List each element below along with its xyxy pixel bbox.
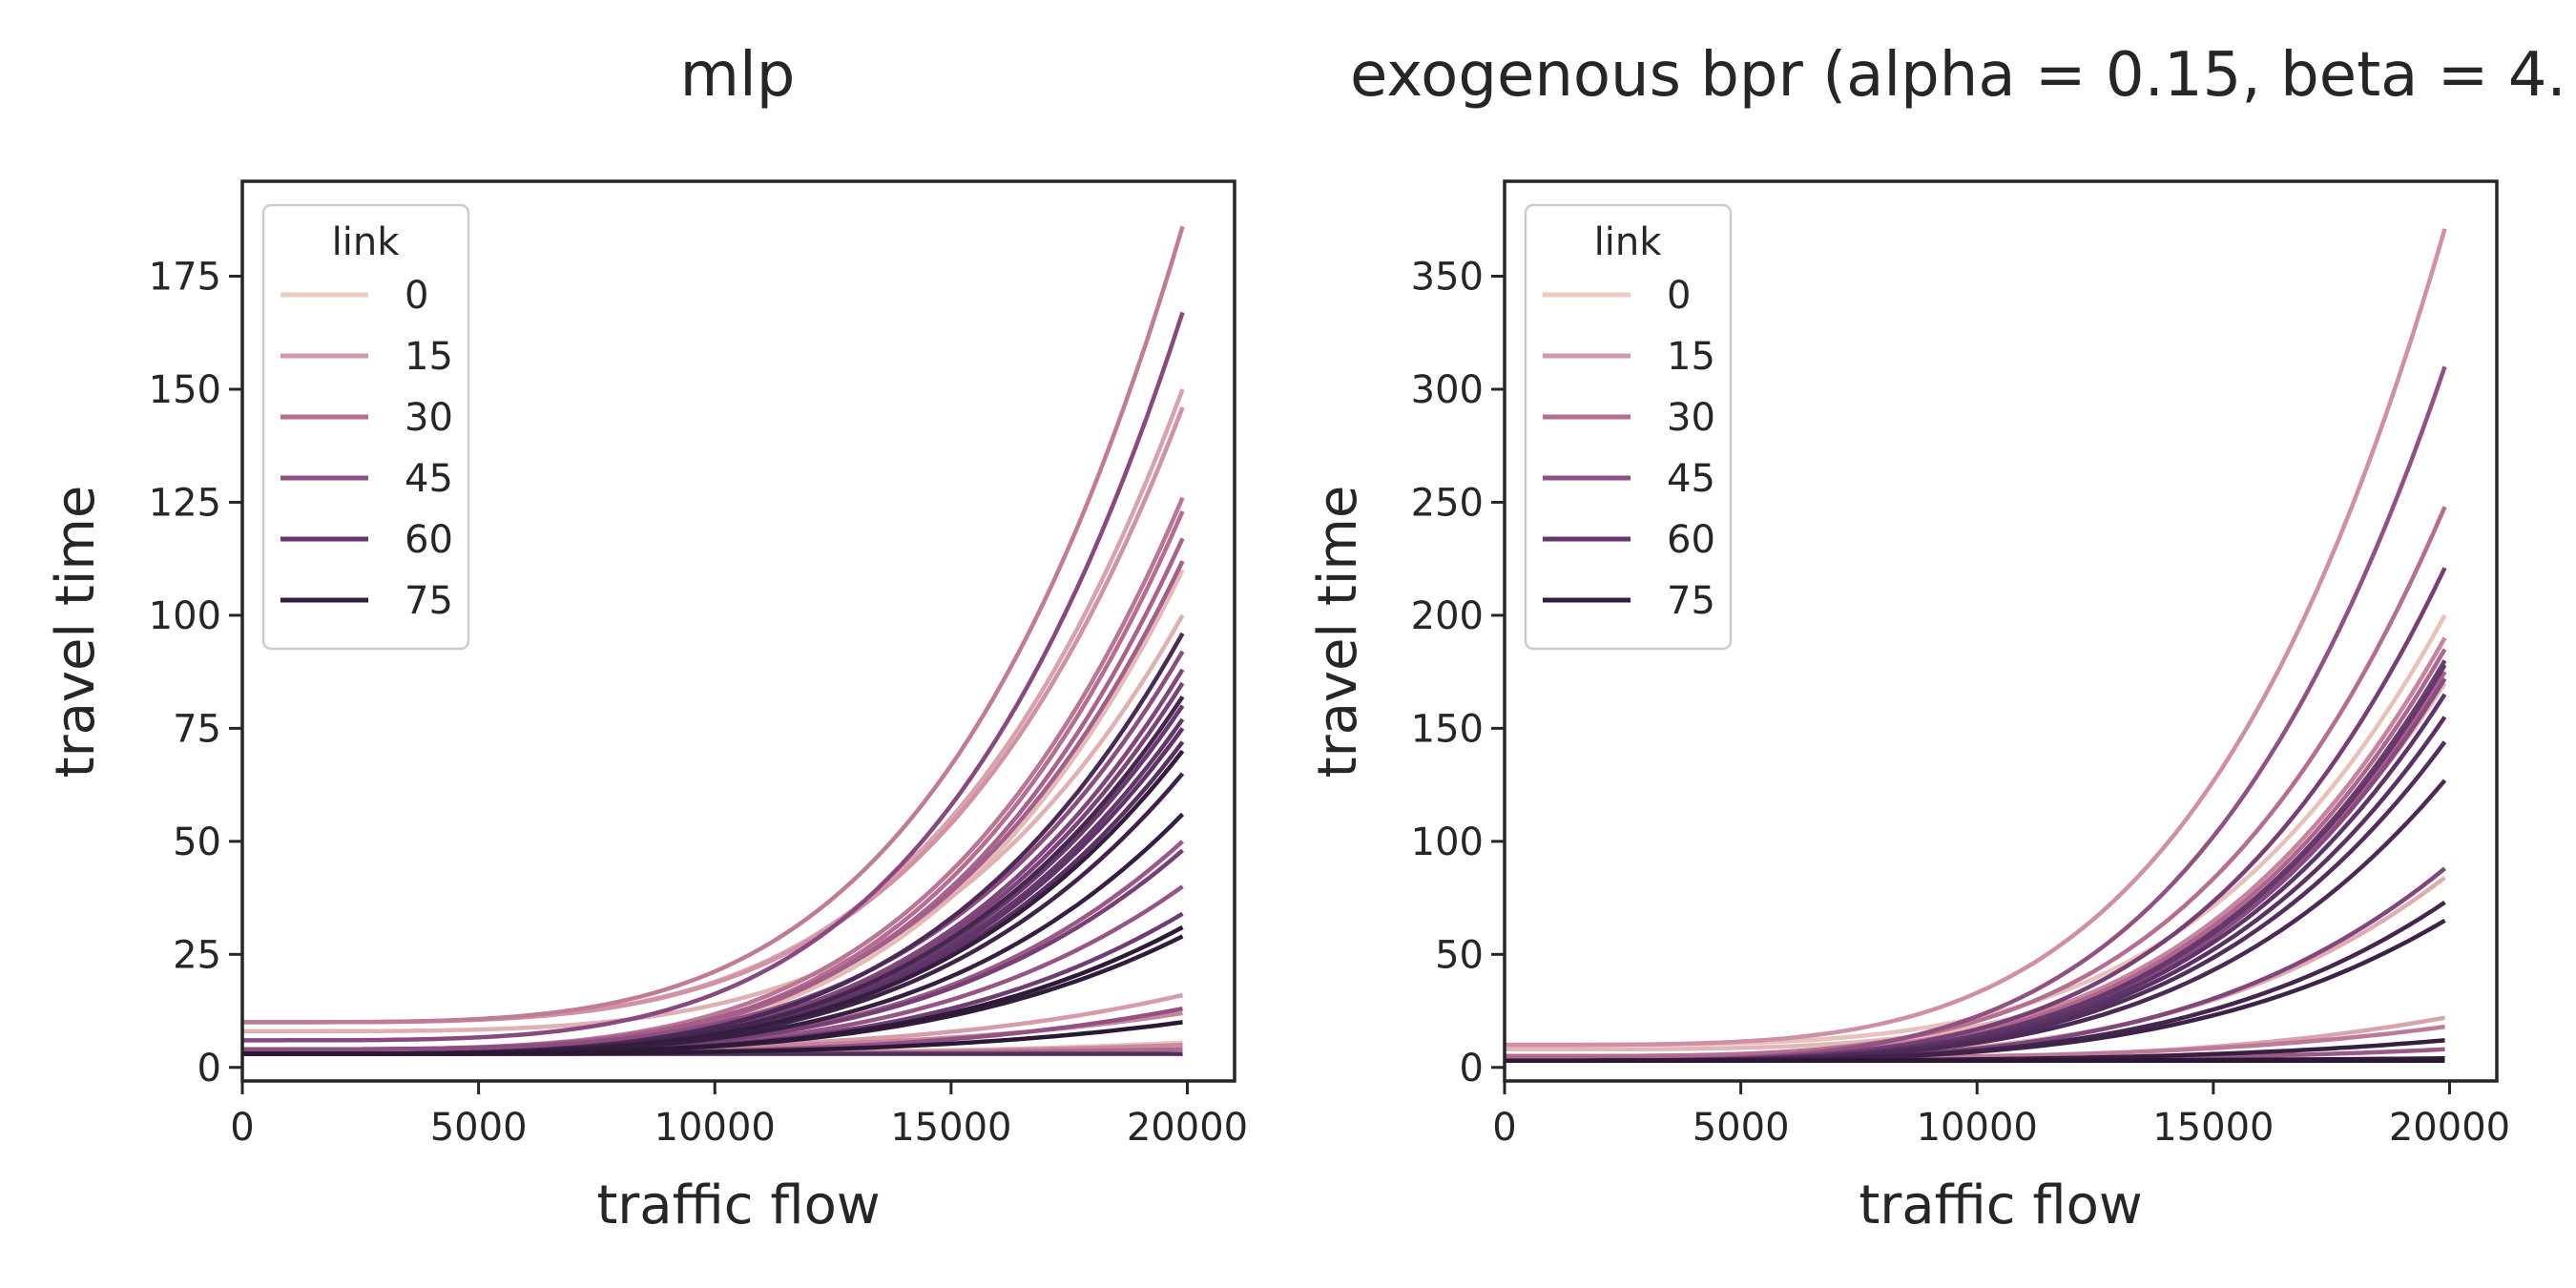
y-tick-label: 150 [1411, 707, 1484, 751]
y-axis-label: travel time [45, 486, 107, 779]
legend-label-15: 15 [405, 335, 453, 379]
series-lines [1505, 228, 2447, 1063]
series-line-link-48 [242, 311, 1185, 1043]
series-line-link-46 [242, 650, 1185, 1052]
y-tick-label: 300 [1411, 368, 1484, 412]
legend-label-15: 15 [1667, 335, 1715, 379]
x-tick-label: 0 [1492, 1106, 1516, 1150]
legend-label-0: 0 [1667, 274, 1691, 318]
chart-title: mlp [680, 40, 796, 111]
y-tick-label: 0 [1460, 1047, 1484, 1091]
y-tick-label: 125 [149, 481, 221, 525]
legend-title: link [332, 220, 401, 264]
plot-frame [1503, 179, 2499, 1083]
x-tick-label: 15000 [890, 1106, 1011, 1150]
legend-title: link [1594, 220, 1663, 264]
x-tick-label: 0 [230, 1106, 254, 1150]
legend-label-60: 60 [405, 518, 453, 562]
x-tick-label: 5000 [1693, 1106, 1790, 1150]
legend-label-60: 60 [1667, 518, 1715, 562]
y-tick-label: 0 [197, 1047, 221, 1091]
x-ticks: 0 5000 10000 15000 20000 [230, 1081, 1248, 1150]
x-ticks: 0 5000 10000 15000 20000 [1492, 1081, 2510, 1150]
y-ticks: 0 25 50 75 100 125 150 175 [149, 256, 242, 1091]
y-tick-label: 100 [149, 594, 221, 638]
legend-label-30: 30 [405, 396, 453, 440]
legend-label-45: 45 [1667, 457, 1715, 501]
legend-label-75: 75 [1667, 579, 1715, 623]
x-tick-label: 5000 [430, 1106, 528, 1150]
legend-label-45: 45 [405, 457, 453, 501]
x-tick-label: 15000 [2152, 1106, 2274, 1150]
x-tick-label: 20000 [2389, 1106, 2510, 1150]
series-line-link-30 [1505, 506, 2447, 1059]
x-axis-label: traffic flow [596, 1174, 880, 1236]
series-line-link-25 [242, 225, 1185, 1025]
plot-frame [240, 179, 1236, 1083]
y-tick-label: 150 [149, 368, 221, 412]
y-tick-label: 200 [1411, 594, 1484, 638]
x-tick-label: 20000 [1127, 1106, 1248, 1150]
x-axis-label: traffic flow [1859, 1174, 2142, 1236]
y-tick-label: 75 [173, 707, 221, 751]
y-tick-label: 350 [1411, 256, 1484, 300]
y-ticks: 0 50 100 150 200 250 300 350 [1411, 256, 1505, 1091]
y-tick-label: 25 [173, 933, 221, 977]
x-tick-label: 10000 [1917, 1106, 2038, 1150]
series-lines [242, 225, 1185, 1056]
y-axis-label: travel time [1307, 486, 1369, 779]
series-line-link-78 [242, 1020, 1183, 1056]
y-tick-label: 250 [1411, 481, 1484, 525]
subplot-exogenous-bpr: exogenous bpr (alpha = 0.15, beta = 4. 0… [1307, 40, 2566, 1236]
legend-label-0: 0 [405, 274, 428, 318]
y-tick-label: 100 [1411, 821, 1484, 864]
legend-label-30: 30 [1667, 396, 1715, 440]
y-tick-label: 50 [173, 821, 221, 864]
legend-label-75: 75 [405, 579, 453, 623]
x-tick-label: 10000 [654, 1106, 776, 1150]
y-tick-label: 50 [1435, 933, 1484, 977]
y-tick-label: 175 [149, 256, 221, 300]
chart-title: exogenous bpr (alpha = 0.15, beta = 4. [1350, 40, 2566, 111]
series-line-link-18 [1505, 228, 2447, 1048]
series-line-link-8 [242, 613, 1185, 1034]
